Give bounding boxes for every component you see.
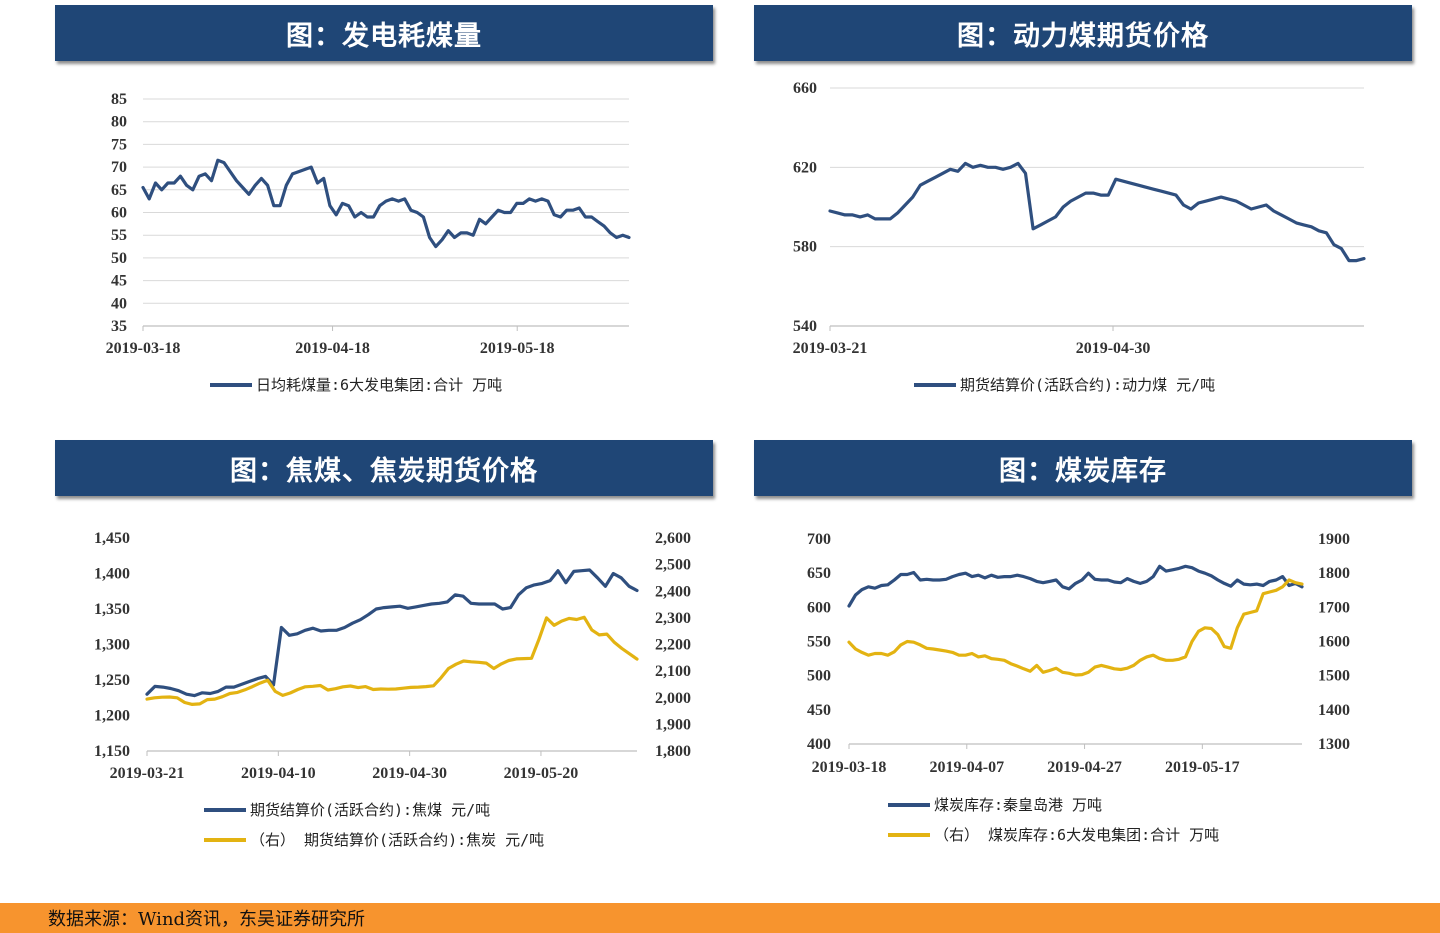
y-tick-label: 1,300 — [94, 637, 130, 654]
x-tick-label: 2019-05-17 — [1165, 759, 1240, 776]
x-tick-label: 2019-04-27 — [1047, 759, 1122, 776]
y-tick-label: 1,250 — [94, 672, 130, 689]
y2-tick-label: 1,800 — [655, 743, 691, 760]
y-tick-label: 50 — [111, 250, 127, 267]
y-tick-label: 450 — [807, 702, 831, 719]
y-tick-label: 1,200 — [94, 708, 130, 725]
legend-label: 期货结算价(活跃合约):动力煤 元/吨 — [960, 376, 1215, 394]
x-tick-label: 2019-05-20 — [504, 765, 579, 782]
x-tick-label: 2019-03-21 — [110, 765, 185, 782]
y2-tick-label: 1300 — [1318, 736, 1350, 753]
y2-tick-label: 2,500 — [655, 557, 691, 574]
x-tick-label: 2019-03-21 — [793, 340, 868, 357]
y2-tick-label: 2,300 — [655, 610, 691, 627]
panel-title: 图：焦煤、焦炭期货价格 — [55, 440, 713, 496]
x-tick-label: 2019-03-18 — [812, 759, 887, 776]
y-tick-label: 85 — [111, 91, 127, 108]
y-tick-label: 550 — [807, 634, 831, 651]
series-line — [145, 568, 639, 698]
chart-coal-inventory: 700 650 600 550 500 450 400 1900 1800 1700 1600 150… — [807, 531, 1350, 844]
y-tick-label: 40 — [111, 295, 127, 312]
y2-tick-label: 1400 — [1318, 702, 1350, 719]
y-tick-label: 70 — [111, 159, 127, 176]
y-tick-label: 35 — [111, 318, 127, 335]
series-line — [145, 615, 639, 706]
chart-coking-coal-coke-futures: 1,450 1,400 1,350 1,300 1,250 1,200 1,150 2,600… — [94, 530, 691, 849]
y-tick-label: 660 — [793, 80, 817, 97]
y-tick-label: 650 — [807, 565, 831, 582]
panel-title: 图：煤炭库存 — [754, 440, 1412, 496]
y-tick-label: 1,150 — [94, 743, 130, 760]
y2-tick-label: 2,200 — [655, 637, 691, 654]
legend-label: （右） 期货结算价(活跃合约):焦炭 元/吨 — [250, 831, 544, 849]
y-tick-label: 540 — [793, 318, 817, 335]
series-line — [847, 564, 1304, 608]
x-tick-label: 2019-05-18 — [480, 340, 555, 357]
chart-thermal-coal-futures: 660 620 580 540 2019-03-21 2019-04-30 期货结算价(活跃… — [793, 80, 1366, 394]
y-tick-label: 60 — [111, 205, 127, 222]
series-line — [847, 578, 1304, 677]
x-tick-label: 2019-04-07 — [929, 759, 1004, 776]
y-tick-label: 620 — [793, 159, 817, 176]
y-tick-label: 75 — [111, 136, 127, 153]
y-tick-label: 80 — [111, 114, 127, 131]
y-tick-label: 600 — [807, 599, 831, 616]
panel-title: 图：发电耗煤量 — [55, 5, 713, 61]
y2-tick-label: 1800 — [1318, 565, 1350, 582]
x-tick-label: 2019-04-30 — [1076, 340, 1151, 357]
x-tick-label: 2019-04-18 — [295, 340, 370, 357]
series-line — [141, 158, 631, 249]
x-tick-label: 2019-04-30 — [372, 765, 447, 782]
y-tick-label: 580 — [793, 239, 817, 256]
y2-tick-label: 2,600 — [655, 530, 691, 547]
legend-label: 煤炭库存:秦皇岛港 万吨 — [934, 796, 1102, 814]
y2-tick-label: 1700 — [1318, 599, 1350, 616]
x-tick-label: 2019-03-18 — [106, 340, 181, 357]
y2-tick-label: 2,100 — [655, 663, 691, 680]
y2-tick-label: 1,900 — [655, 716, 691, 733]
source-note: 数据来源：Wind资讯，东吴证券研究所 — [0, 903, 1440, 933]
chart-coal-consumption: 85 80 75 70 65 60 55 50 45 40 35 2019-03-18 2019-04-… — [106, 91, 631, 394]
y2-tick-label: 1500 — [1318, 668, 1350, 685]
panel-title: 图：动力煤期货价格 — [754, 5, 1412, 61]
y-tick-label: 55 — [111, 227, 127, 244]
y2-tick-label: 1600 — [1318, 634, 1350, 651]
x-tick-label: 2019-04-10 — [241, 765, 316, 782]
y2-tick-label: 2,000 — [655, 690, 691, 707]
legend-label: 期货结算价(活跃合约):焦煤 元/吨 — [250, 801, 490, 819]
y-tick-label: 1,400 — [94, 566, 130, 583]
y-tick-label: 400 — [807, 736, 831, 753]
series-line — [828, 161, 1366, 263]
y-tick-label: 500 — [807, 668, 831, 685]
y-tick-label: 1,350 — [94, 601, 130, 618]
y-tick-label: 45 — [111, 273, 127, 290]
legend-label: （右） 煤炭库存:6大发电集团:合计 万吨 — [934, 826, 1219, 844]
y2-tick-label: 2,400 — [655, 583, 691, 600]
y-tick-label: 700 — [807, 531, 831, 548]
y-tick-label: 1,450 — [94, 530, 130, 547]
legend-label: 日均耗煤量:6大发电集团:合计 万吨 — [256, 376, 502, 394]
y2-tick-label: 1900 — [1318, 531, 1350, 548]
y-tick-label: 65 — [111, 182, 127, 199]
